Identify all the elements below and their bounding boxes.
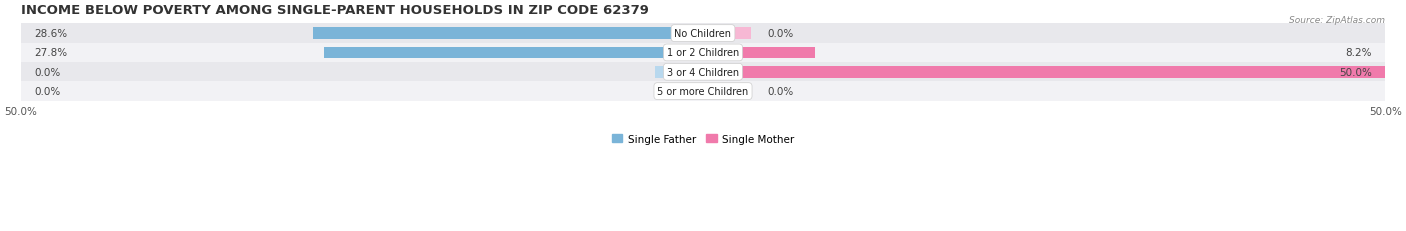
Text: 0.0%: 0.0% [34,67,60,77]
Text: 3 or 4 Children: 3 or 4 Children [666,67,740,77]
Text: 27.8%: 27.8% [34,48,67,58]
Bar [21,24,1385,44]
Text: 28.6%: 28.6% [34,29,67,39]
Bar [703,28,751,40]
Legend: Single Father, Single Mother: Single Father, Single Mother [607,130,799,148]
Text: 50.0%: 50.0% [1339,67,1372,77]
Text: 1 or 2 Children: 1 or 2 Children [666,48,740,58]
Bar [655,86,703,97]
Text: 0.0%: 0.0% [34,87,60,97]
Bar [312,28,703,40]
Bar [21,63,1385,82]
Text: 0.0%: 0.0% [768,87,793,97]
Bar [703,67,1385,78]
Text: Source: ZipAtlas.com: Source: ZipAtlas.com [1289,16,1385,25]
Bar [703,86,751,97]
Bar [323,47,703,59]
Text: INCOME BELOW POVERTY AMONG SINGLE-PARENT HOUSEHOLDS IN ZIP CODE 62379: INCOME BELOW POVERTY AMONG SINGLE-PARENT… [21,4,648,17]
Text: 5 or more Children: 5 or more Children [658,87,748,97]
Bar [21,82,1385,101]
Text: 8.2%: 8.2% [1346,48,1372,58]
Bar [21,44,1385,63]
Bar [703,47,815,59]
Text: No Children: No Children [675,29,731,39]
Bar [655,67,703,78]
Text: 0.0%: 0.0% [768,29,793,39]
